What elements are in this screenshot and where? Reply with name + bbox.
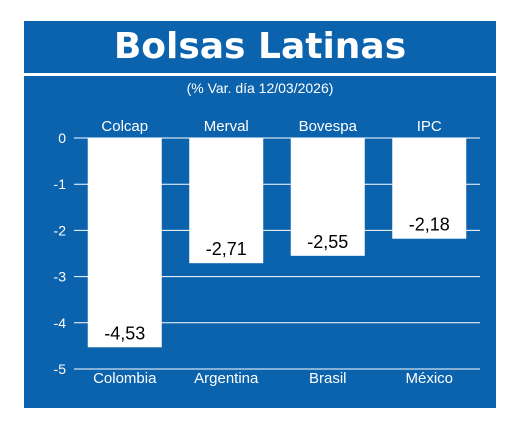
- bar-chart: 0 -1 -2 -3 -4 -5 -4,53 Colcap Colombia -2,71 Merva…: [54, 118, 480, 387]
- bar-value-label: -2,18: [409, 215, 450, 235]
- y-tick-label: -2: [54, 222, 67, 238]
- index-label: Merval: [204, 118, 249, 135]
- y-tick-label: -1: [54, 176, 67, 192]
- x-category-label: Argentina: [194, 370, 259, 387]
- x-category-label: México: [405, 370, 453, 387]
- bar-value-label: -2,55: [307, 232, 348, 252]
- index-label: Bovespa: [299, 118, 358, 135]
- bar: [392, 138, 467, 239]
- chart-frame: Bolsas Latinas (% Var. día 12/03/2026) 0…: [24, 21, 496, 408]
- y-tick-label: 0: [58, 130, 66, 146]
- y-tick-label: -3: [54, 269, 67, 285]
- bar-value-label: -2,71: [206, 239, 247, 259]
- title-divider: [24, 73, 496, 76]
- bar: [290, 138, 365, 256]
- y-tick-label: -4: [54, 315, 67, 331]
- chart-title: Bolsas Latinas: [113, 26, 407, 67]
- x-category-label: Brasil: [309, 370, 347, 387]
- index-label: IPC: [417, 118, 442, 135]
- bar-value-label: -4,53: [104, 323, 145, 343]
- x-category-label: Colombia: [93, 370, 157, 387]
- bar: [189, 138, 264, 264]
- y-tick-label: -5: [54, 361, 67, 377]
- index-label: Colcap: [101, 118, 148, 135]
- bar: [87, 138, 162, 348]
- chart-subtitle: (% Var. día 12/03/2026): [186, 80, 334, 96]
